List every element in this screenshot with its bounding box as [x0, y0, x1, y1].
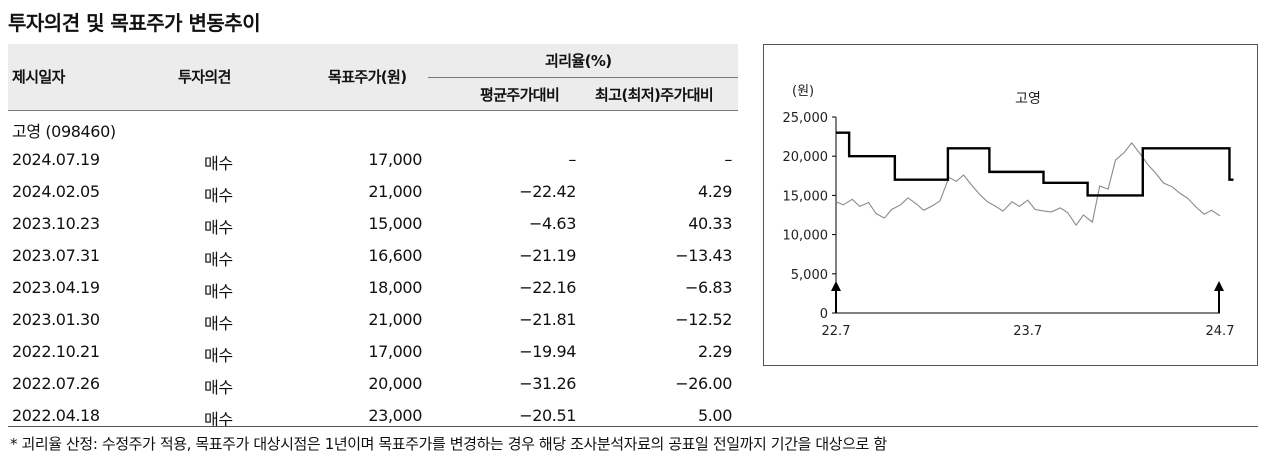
row-target-price: 16,600	[368, 246, 422, 265]
table-row: 2022.04.18 매수 23,000 −20.51 5.00	[8, 400, 738, 432]
row-avg-disparity: −21.19	[519, 246, 576, 265]
row-date: 2023.04.19	[12, 278, 100, 297]
table-row: 2023.04.19 매수 18,000 −22.16 −6.83	[8, 272, 738, 304]
x-tick-label: 22.7	[822, 324, 851, 339]
target-price-series-line	[836, 131, 1234, 197]
row-max-disparity: −26.00	[675, 374, 732, 393]
table-row: 2024.02.05 매수 21,000 −22.42 4.29	[8, 176, 738, 208]
y-tick-label: 0	[820, 307, 828, 322]
row-avg-disparity: −31.26	[519, 374, 576, 393]
table-row: 2024.07.19 매수 17,000 – –	[8, 144, 738, 176]
row-target-price: 23,000	[368, 406, 422, 425]
price-series-line	[835, 142, 1221, 227]
x-tick-label: 24.7	[1206, 324, 1235, 339]
y-axis-label: (원)	[792, 84, 814, 99]
row-target-price: 21,000	[368, 310, 422, 329]
header-date: 제시일자	[12, 68, 65, 86]
row-opinion: 매수	[204, 282, 233, 301]
row-target-price: 18,000	[368, 278, 422, 297]
row-avg-disparity: –	[568, 150, 576, 169]
footnote-divider	[8, 426, 1258, 427]
target-price-chart: 0 5,000 10,000 15,000 20,000 25,000 22.7 23.7 24…	[763, 44, 1258, 366]
row-max-disparity: 40.33	[688, 214, 732, 233]
row-date: 2022.04.18	[12, 406, 100, 425]
y-tick-label: 20,000	[783, 150, 829, 165]
row-opinion: 매수	[204, 378, 233, 397]
row-max-disparity: −13.43	[675, 246, 732, 265]
row-opinion: 매수	[204, 154, 233, 173]
table-row: 2022.10.21 매수 17,000 −19.94 2.29	[8, 336, 738, 368]
row-target-price: 15,000	[368, 214, 422, 233]
footnote: * 괴리율 산정: 수정주가 적용, 목표주가 대상시점은 1년이며 목표주가를…	[10, 435, 887, 453]
page-title: 투자의견 및 목표주가 변동추이	[8, 11, 261, 35]
row-date: 2022.07.26	[12, 374, 100, 393]
row-avg-disparity: −20.51	[519, 406, 576, 425]
table-row: 2023.01.30 매수 21,000 −21.81 −12.52	[8, 304, 738, 336]
row-opinion: 매수	[204, 186, 233, 205]
row-opinion: 매수	[204, 410, 233, 429]
header-disparity: 괴리율(%)	[545, 52, 612, 70]
row-target-price: 17,000	[368, 150, 422, 169]
table-header: 제시일자 투자의견 목표주가(원) 괴리율(%) 평균주가대비 최고(최저)주가…	[8, 44, 738, 110]
row-max-disparity: 4.29	[697, 182, 732, 201]
row-date: 2024.02.05	[12, 182, 100, 201]
row-avg-disparity: −22.42	[519, 182, 576, 201]
header-avg: 평균주가대비	[480, 86, 560, 104]
company-name: 고영 (098460)	[12, 122, 116, 141]
row-target-price: 21,000	[368, 182, 422, 201]
chart-canvas: 0 5,000 10,000 15,000 20,000 25,000 22.7 23.7 24…	[783, 84, 1235, 339]
row-date: 2024.07.19	[12, 150, 100, 169]
company-row: 고영 (098460)	[8, 112, 738, 144]
row-date: 2023.01.30	[12, 310, 100, 329]
y-tick-label: 25,000	[783, 111, 829, 126]
header-target-price: 목표주가(원)	[328, 68, 407, 86]
row-max-disparity: −6.83	[684, 278, 732, 297]
chart-title: 고영	[1015, 91, 1041, 107]
row-max-disparity: –	[724, 150, 732, 169]
row-avg-disparity: −4.63	[528, 214, 576, 233]
row-target-price: 17,000	[368, 342, 422, 361]
table-row: 2023.07.31 매수 16,600 −21.19 −13.43	[8, 240, 738, 272]
x-tick-label: 23.7	[1013, 324, 1042, 339]
row-date: 2023.10.23	[12, 214, 100, 233]
row-avg-disparity: −21.81	[519, 310, 576, 329]
table-row: 2023.10.23 매수 15,000 −4.63 40.33	[8, 208, 738, 240]
row-opinion: 매수	[204, 314, 233, 333]
header-max: 최고(최저)주가대비	[595, 86, 714, 104]
y-tick-label: 10,000	[783, 229, 829, 244]
header-opinion: 투자의견	[178, 68, 231, 86]
row-avg-disparity: −22.16	[519, 278, 576, 297]
header-divider	[428, 77, 738, 78]
y-tick-label: 15,000	[783, 189, 829, 204]
row-max-disparity: 2.29	[697, 342, 732, 361]
row-target-price: 20,000	[368, 374, 422, 393]
row-opinion: 매수	[204, 250, 233, 269]
table-row: 2022.07.26 매수 20,000 −31.26 −26.00	[8, 368, 738, 400]
row-opinion: 매수	[204, 218, 233, 237]
start-arrow-head	[831, 281, 841, 291]
y-tick-label: 5,000	[791, 268, 828, 283]
row-max-disparity: 5.00	[697, 406, 732, 425]
row-date: 2023.07.31	[12, 246, 100, 265]
row-date: 2022.10.21	[12, 342, 100, 361]
end-arrow-head	[1214, 281, 1224, 291]
row-opinion: 매수	[204, 346, 233, 365]
row-avg-disparity: −19.94	[519, 342, 576, 361]
row-max-disparity: −12.52	[675, 310, 732, 329]
